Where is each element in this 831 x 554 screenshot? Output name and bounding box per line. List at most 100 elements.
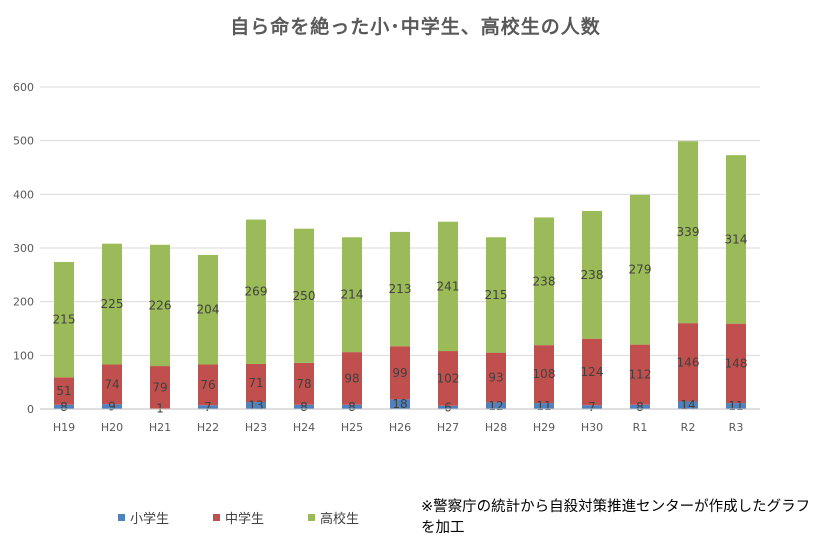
bar-elementary <box>198 405 218 409</box>
legend-label-high-school: 高校生 <box>320 512 360 527</box>
data-label: 11 <box>536 399 551 413</box>
bar-elementary <box>630 404 650 409</box>
y-tick-label: 0 <box>27 403 34 416</box>
y-tick-label: 200 <box>13 296 34 309</box>
bar-high-school <box>534 217 554 346</box>
x-tick-label: H27 <box>437 421 459 434</box>
data-label: 74 <box>104 377 119 391</box>
chart-title: 自ら命を絶った小･中学生、高校生の人数 <box>230 16 601 38</box>
x-tick-label: R3 <box>729 421 744 434</box>
chart-legend: 小学生 中学生 高校生 <box>118 508 359 527</box>
data-label: 71 <box>248 376 263 390</box>
bar-high-school <box>438 221 458 352</box>
data-label: 18 <box>392 397 407 411</box>
bar-junior-high <box>726 323 746 404</box>
x-tick-label: H28 <box>485 421 507 434</box>
x-tick-label: H22 <box>197 421 219 434</box>
x-tick-label: R1 <box>633 421 648 434</box>
data-label: 7 <box>588 400 596 414</box>
bar-junior-high <box>198 364 218 406</box>
bar-junior-high <box>678 323 698 402</box>
data-label: 12 <box>488 399 503 413</box>
y-tick-label: 500 <box>13 135 34 148</box>
bar-elementary <box>582 405 602 409</box>
data-label: 7 <box>204 400 212 414</box>
data-label: 8 <box>60 400 68 414</box>
data-label: 78 <box>296 377 311 391</box>
data-label: 269 <box>245 285 268 299</box>
x-tick-label: H19 <box>53 421 75 434</box>
data-label: 8 <box>300 400 308 414</box>
legend-label-junior-high: 中学生 <box>225 512 265 527</box>
source-note: ※警察庁の統計から自殺対策推進センターが作成したグラフを加工 <box>421 499 811 536</box>
data-label: 148 <box>725 356 748 370</box>
legend-label-elementary: 小学生 <box>130 512 170 527</box>
x-tick-label: H30 <box>581 421 603 434</box>
legend-item-elementary: 小学生 <box>118 508 169 527</box>
bar-junior-high <box>390 346 410 400</box>
bar-junior-high <box>150 366 170 409</box>
data-label: 93 <box>488 371 503 385</box>
bar-junior-high <box>534 345 554 404</box>
data-label: 108 <box>533 367 556 381</box>
data-label: 314 <box>725 232 748 246</box>
bar-high-school <box>102 243 122 365</box>
bar-elementary <box>678 401 698 409</box>
legend-swatch-elementary <box>118 514 125 521</box>
bar-junior-high <box>630 344 650 405</box>
data-label: 9 <box>108 400 116 414</box>
bar-elementary <box>294 404 314 409</box>
legend-swatch-high-school <box>308 514 316 521</box>
data-label: 14 <box>680 398 695 412</box>
data-label: 250 <box>293 289 316 303</box>
bar-high-school <box>390 231 410 347</box>
x-tick-label: H24 <box>293 421 315 434</box>
data-label: 99 <box>392 366 407 380</box>
data-label: 6 <box>444 400 452 414</box>
data-label: 238 <box>581 268 604 282</box>
bar-high-school <box>54 261 74 378</box>
data-label: 339 <box>677 225 700 239</box>
data-label: 13 <box>248 399 263 413</box>
bar-elementary <box>342 404 362 409</box>
data-label: 215 <box>53 313 76 327</box>
data-label: 215 <box>485 288 508 302</box>
bar-junior-high <box>342 352 362 405</box>
x-tick-label: H21 <box>149 421 171 434</box>
bar-high-school <box>678 141 698 324</box>
bar-junior-high <box>102 364 122 405</box>
data-label: 112 <box>629 368 652 382</box>
bar-high-school <box>246 219 266 364</box>
data-label: 51 <box>56 384 71 398</box>
legend-item-junior-high: 中学生 <box>213 508 264 527</box>
data-label: 11 <box>728 399 743 413</box>
bar-junior-high <box>582 338 602 406</box>
bar-high-school <box>726 155 746 324</box>
bar-junior-high <box>294 362 314 405</box>
data-label: 98 <box>344 371 359 385</box>
data-label: 225 <box>101 297 124 311</box>
data-label: 213 <box>389 282 412 296</box>
data-label: 8 <box>348 400 356 414</box>
bar-high-school <box>294 228 314 363</box>
bar-elementary <box>390 399 410 409</box>
data-label: 79 <box>152 380 167 394</box>
data-label: 102 <box>437 371 460 385</box>
legend-swatch-junior-high <box>213 514 221 521</box>
bar-elementary <box>438 405 458 409</box>
x-tick-label: R2 <box>681 421 696 434</box>
x-tick-label: H23 <box>245 421 267 434</box>
x-tick-label: H29 <box>533 421 555 434</box>
x-tick-label: H25 <box>341 421 363 434</box>
x-tick-label: H26 <box>389 421 411 434</box>
bar-high-school <box>342 237 362 353</box>
bar-junior-high <box>486 352 506 403</box>
bar-elementary <box>246 402 266 409</box>
bar-junior-high <box>246 363 266 403</box>
data-label: 226 <box>149 298 172 312</box>
data-label: 124 <box>581 365 604 379</box>
bar-elementary <box>102 404 122 409</box>
bar-elementary <box>534 403 554 409</box>
data-label: 146 <box>677 355 700 369</box>
